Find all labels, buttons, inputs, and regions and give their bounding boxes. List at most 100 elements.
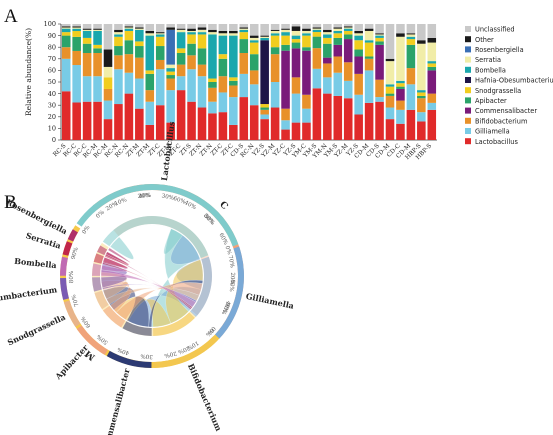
genus-arc-rosenbergiella xyxy=(67,229,78,242)
bar-segment-apibacter xyxy=(281,44,290,51)
group-name-c: C xyxy=(217,200,229,212)
bar-segment-apibacter xyxy=(375,41,384,45)
bar-segment-bifidobacterium xyxy=(291,77,301,94)
bar-segment-bombella xyxy=(114,34,123,37)
bar-segment-apibacter xyxy=(249,54,259,71)
bar-segment-commensalibacter xyxy=(333,44,343,57)
y-tick-label: 60 xyxy=(48,67,56,75)
bar-segment-apibacter xyxy=(364,56,374,59)
bar-segment-lactobacillus xyxy=(364,102,374,140)
bar-segment-unclassified xyxy=(187,24,196,29)
bar-segment-lactobacillus xyxy=(103,119,113,140)
bar-segment-other xyxy=(135,27,144,29)
legend-swatch xyxy=(465,87,471,94)
bar-segment-lactobacillus xyxy=(72,102,81,140)
bar-segment-other xyxy=(61,26,71,28)
bar-segment-bifidobacterium xyxy=(208,87,217,102)
genus-inner-arc-rosenbergiella xyxy=(97,245,108,256)
genus-inner-arc-commensalibacter xyxy=(122,321,152,336)
y-tick-label: 20 xyxy=(48,113,56,121)
bar-segment-other xyxy=(291,26,301,31)
bar-segment-other xyxy=(343,26,353,28)
bar-segment-other xyxy=(427,37,437,43)
bar-segment-other xyxy=(333,27,343,29)
genus-inner-arc-snodgrassella xyxy=(94,290,109,310)
bar-segment-apibacter xyxy=(427,66,437,71)
bar-segment-lactobacillus xyxy=(343,98,353,140)
legend-swatch xyxy=(465,66,471,73)
bar-segment-bombella xyxy=(291,35,301,40)
bar-segment-unclassified xyxy=(114,24,123,30)
bar-segment-gilliamella xyxy=(93,76,102,102)
bar-segment-snodgrassella xyxy=(302,35,311,48)
bar-segment-snodgrassella xyxy=(323,37,332,44)
bar-segment-unclassified xyxy=(417,24,426,41)
bar-segment-bombella xyxy=(93,30,102,45)
bar-segment-gilliamella xyxy=(354,94,363,115)
genus-arc-serratia xyxy=(62,241,73,256)
bar-segment-serratia xyxy=(229,33,238,36)
bar-segment-snodgrassella xyxy=(354,40,363,50)
bar-segment-bombella xyxy=(333,30,343,34)
bar-segment-apibacter xyxy=(406,44,416,69)
bar-segment-apibacter xyxy=(124,40,134,55)
bar-segment-unclassified xyxy=(343,24,353,27)
genus-arc-gilliamella xyxy=(215,246,245,339)
bar-segment-snodgrassella xyxy=(406,39,416,45)
bar-segment-bombella xyxy=(417,90,426,93)
bar-segment-lactobacillus xyxy=(281,129,290,140)
genus-label-apibacter: Apibacter xyxy=(52,342,90,382)
bar-segment-bifidobacterium xyxy=(61,47,71,59)
bar-segment-lactobacillus xyxy=(239,97,249,140)
bar-segment-rosenbergiella xyxy=(166,29,175,65)
bar-segment-apibacter xyxy=(187,43,196,56)
legend-label: Bombella xyxy=(475,66,506,74)
bar-segment-other xyxy=(281,28,290,30)
legend-label: Bifidobacterium xyxy=(475,117,527,125)
bar-segment-other xyxy=(239,27,249,29)
bar-segment-commensalibacter xyxy=(291,48,301,78)
bar-segment-unclassified xyxy=(281,24,290,29)
bar-segment-serratia xyxy=(417,43,426,91)
bar-segment-unclassified xyxy=(364,24,374,29)
bar-segment-serratia xyxy=(396,36,405,81)
legend-label: Serratia xyxy=(475,56,501,64)
genus-label-commensalibacter: Commensalibacter xyxy=(100,367,131,435)
genus-arc-commensalibacter xyxy=(106,350,152,368)
bar-segment-bombella xyxy=(385,84,395,87)
bar-segment-lactobacillus xyxy=(93,101,102,140)
genus-inner-arc-lactobacillus xyxy=(102,216,209,259)
bar-segment-unclassified xyxy=(124,24,134,27)
bar-segment-serratia xyxy=(187,30,196,33)
bar-segment-unclassified xyxy=(396,24,405,34)
bar-segment-lactobacillus xyxy=(166,122,175,140)
bar-segment-unclassified xyxy=(166,24,175,28)
bar-segment-other xyxy=(364,28,374,31)
bar-segment-unclassified xyxy=(312,24,322,28)
bar-segment-lactobacillus xyxy=(312,88,322,140)
bar-segment-snodgrassella xyxy=(229,77,238,81)
bar-segment-bifidobacterium xyxy=(93,53,102,77)
bar-segment-unclassified xyxy=(270,24,280,30)
bar-segment-serratia xyxy=(281,29,290,33)
bar-segment-apibacter xyxy=(61,35,71,48)
y-tick-label: 90 xyxy=(48,32,56,40)
bar-segment-apibacter xyxy=(343,34,353,40)
bar-segment-apibacter xyxy=(417,95,426,99)
bar-segment-serratia xyxy=(354,33,363,36)
group-percent-tick: 40% xyxy=(117,346,131,356)
bar-segment-serratia xyxy=(176,29,186,33)
bar-segment-unclassified xyxy=(427,24,437,38)
bar-segment-gilliamella xyxy=(343,80,353,99)
bar-segment-bombella xyxy=(396,80,405,84)
bar-segment-serratia xyxy=(385,61,395,85)
bar-segment-lactobacillus xyxy=(417,121,426,140)
legend-swatch xyxy=(465,128,471,134)
bar-segment-other xyxy=(323,29,332,33)
bar-segment-serratia xyxy=(260,36,269,38)
bar-segment-bifidobacterium xyxy=(176,64,186,77)
bar-segment-other xyxy=(166,27,175,30)
y-tick-label: 80 xyxy=(48,43,56,51)
y-tick-label: 70 xyxy=(48,55,56,63)
bar-segment-other xyxy=(93,28,102,30)
